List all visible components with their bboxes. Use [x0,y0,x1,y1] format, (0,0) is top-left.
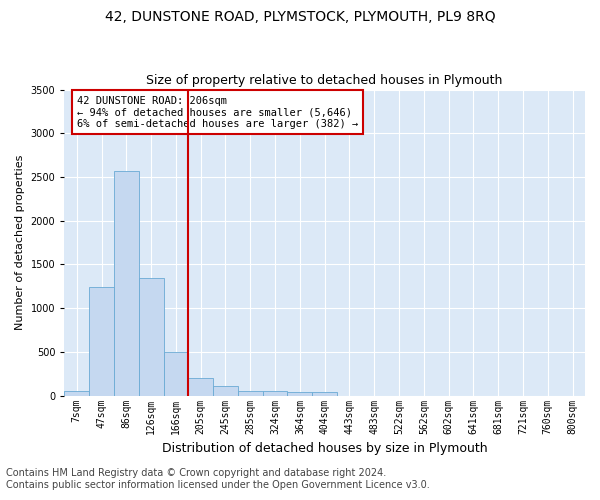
Bar [89,287,114,396]
Bar [164,352,188,396]
Title: Size of property relative to detached houses in Plymouth: Size of property relative to detached ho… [146,74,503,87]
Bar [64,392,89,396]
Y-axis label: Number of detached properties: Number of detached properties [15,155,25,330]
Bar [139,278,164,396]
Text: 42 DUNSTONE ROAD: 206sqm
← 94% of detached houses are smaller (5,646)
6% of semi: 42 DUNSTONE ROAD: 206sqm ← 94% of detach… [77,96,358,129]
Bar [238,392,263,396]
Bar [114,171,139,396]
Text: 42, DUNSTONE ROAD, PLYMSTOCK, PLYMOUTH, PL9 8RQ: 42, DUNSTONE ROAD, PLYMSTOCK, PLYMOUTH, … [104,10,496,24]
Bar [213,386,238,396]
X-axis label: Distribution of detached houses by size in Plymouth: Distribution of detached houses by size … [162,442,487,455]
Bar [188,378,213,396]
Bar [263,392,287,396]
Bar [287,392,312,396]
Text: Contains HM Land Registry data © Crown copyright and database right 2024.
Contai: Contains HM Land Registry data © Crown c… [6,468,430,490]
Bar [312,392,337,396]
